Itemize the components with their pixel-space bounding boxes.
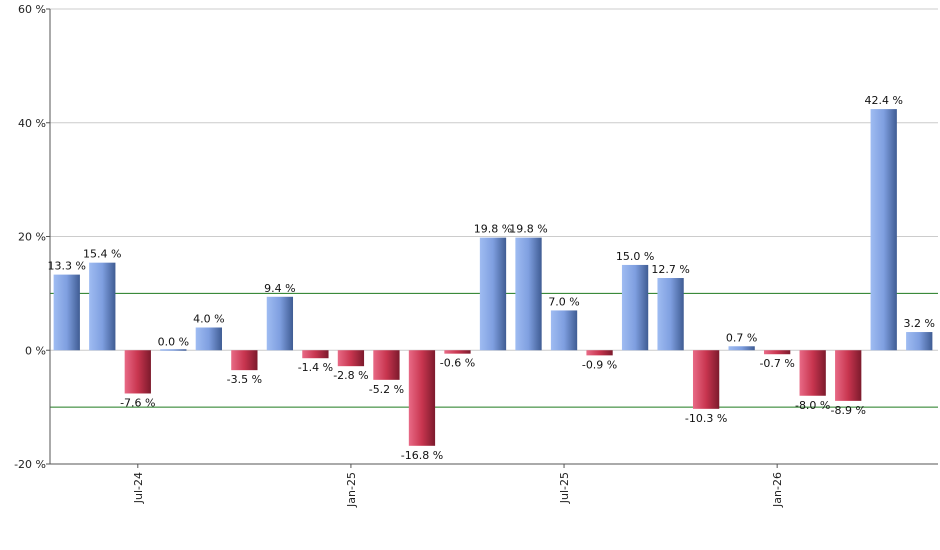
y-tick-label: 20 % <box>18 231 46 244</box>
bar <box>302 350 329 359</box>
bar <box>53 274 80 351</box>
bar-value-label: 12.7 % <box>651 263 689 276</box>
bar <box>231 350 258 371</box>
axes: 60 % 40 % 20 % 0 % -20 % Jul-24 Jan-25 Jul-25 Ja… <box>14 3 938 508</box>
bar-value-label: 15.4 % <box>83 248 121 261</box>
bar-value-label: -16.8 % <box>401 449 443 462</box>
bar <box>195 327 222 351</box>
bar-value-label: 13.3 % <box>48 260 86 273</box>
bar <box>692 350 720 409</box>
bar-value-label: 0.0 % <box>158 335 189 348</box>
bar <box>586 350 613 356</box>
bar-value-label: -1.4 % <box>298 361 333 374</box>
bar-value-label: -0.9 % <box>582 358 617 371</box>
y-tick-label: 40 % <box>18 117 46 130</box>
bar-value-label: -5.2 % <box>369 383 404 396</box>
bar <box>835 350 862 401</box>
bar <box>621 264 649 351</box>
y-tick-label: 0 % <box>25 344 46 357</box>
bar-value-label: -3.5 % <box>227 373 262 386</box>
bar-value-label: 42.4 % <box>864 94 902 107</box>
bar <box>408 350 436 446</box>
bar-value-label: -7.6 % <box>120 396 155 409</box>
bar-value-label: 7.0 % <box>548 295 579 308</box>
bar <box>515 237 542 351</box>
bar-value-label: -0.7 % <box>759 357 794 370</box>
bar-value-label: 3.2 % <box>904 317 935 330</box>
bar <box>764 350 791 355</box>
bar <box>89 262 116 351</box>
bar-value-label: -8.0 % <box>795 399 830 412</box>
bar-value-label: -8.9 % <box>830 404 865 417</box>
bar <box>906 332 933 351</box>
bar <box>373 350 400 380</box>
bar <box>870 109 897 351</box>
y-tick-label: 60 % <box>18 3 46 16</box>
bar <box>479 237 507 351</box>
bar <box>728 346 755 351</box>
bar <box>799 350 826 396</box>
data-labels: 13.3 %15.4 % -7.6 % 0.0 % 4.0 % -3.5 % 9.4 % -… <box>48 94 935 462</box>
bar-value-label: 0.7 % <box>726 331 757 344</box>
x-tick-label: Jul-24 <box>132 472 145 504</box>
bar <box>444 350 471 354</box>
bars <box>53 109 933 446</box>
bar <box>337 350 365 367</box>
x-tick-label: Jan-25 <box>345 472 358 508</box>
bar-value-label: -0.6 % <box>440 357 475 370</box>
x-tick-label: Jan-26 <box>771 472 784 508</box>
bar-value-label: -10.3 % <box>685 412 727 425</box>
x-tick-label: Jul-25 <box>558 472 571 504</box>
bar-value-label: 9.4 % <box>264 282 295 295</box>
bar <box>550 310 578 351</box>
y-tick-label: -20 % <box>14 458 46 471</box>
bar-value-label: -2.8 % <box>333 369 368 382</box>
bar <box>160 349 187 351</box>
bar <box>657 278 684 351</box>
bar <box>266 296 294 351</box>
bar-value-label: 4.0 % <box>193 313 224 326</box>
bar-value-label: 15.0 % <box>616 250 654 263</box>
bar-value-label: 19.8 % <box>474 223 512 236</box>
bar-value-label: 19.8 % <box>509 223 547 236</box>
bar <box>124 350 151 394</box>
